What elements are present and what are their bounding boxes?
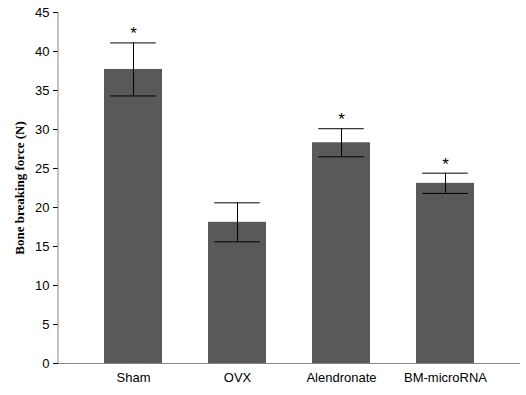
svg-text:*: *	[130, 24, 137, 43]
svg-text:25: 25	[35, 161, 49, 176]
svg-text:OVX: OVX	[224, 370, 252, 385]
svg-text:5: 5	[42, 317, 49, 332]
svg-text:40: 40	[35, 44, 49, 59]
svg-text:45: 45	[35, 5, 49, 20]
svg-text:Alendronate: Alendronate	[306, 370, 376, 385]
svg-text:Sham: Sham	[117, 370, 151, 385]
svg-text:Bone breaking force (N): Bone breaking force (N)	[12, 121, 27, 254]
svg-text:35: 35	[35, 83, 49, 98]
svg-text:*: *	[442, 155, 449, 174]
svg-text:0: 0	[42, 356, 49, 371]
svg-text:BM-microRNA: BM-microRNA	[404, 370, 487, 385]
svg-text:15: 15	[35, 239, 49, 254]
svg-text:10: 10	[35, 278, 49, 293]
svg-text:30: 30	[35, 122, 49, 137]
svg-text:20: 20	[35, 200, 49, 215]
svg-text:*: *	[338, 110, 345, 129]
